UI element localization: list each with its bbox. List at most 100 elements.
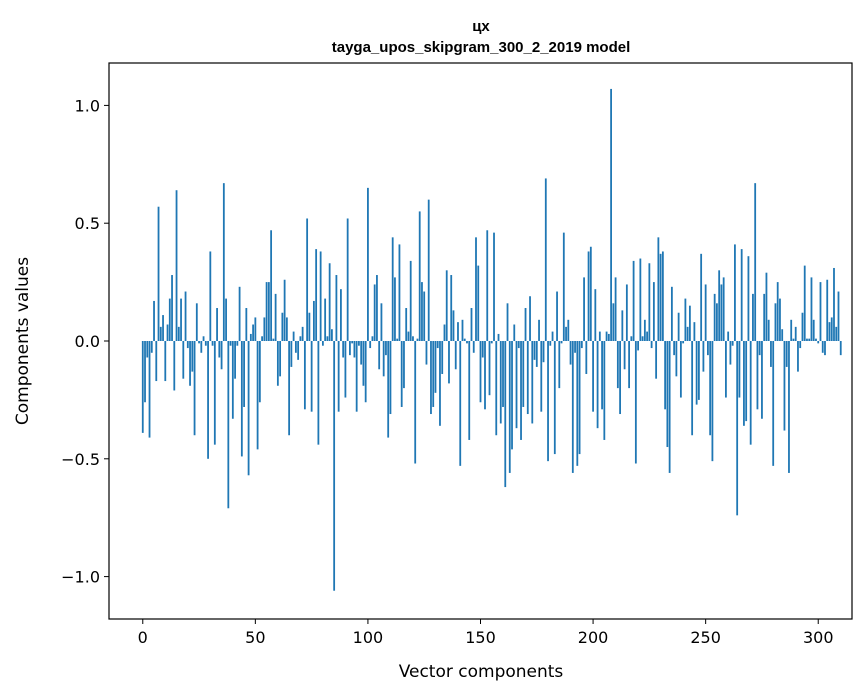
bar-77 [315, 249, 318, 341]
bar-232 [664, 341, 667, 410]
bar-201 [594, 289, 597, 341]
bar-82 [326, 336, 329, 341]
bar-21 [189, 341, 191, 386]
bar-122 [416, 338, 419, 341]
bar-35 [220, 341, 223, 370]
bar-226 [650, 341, 653, 349]
bar-209 [612, 303, 615, 341]
bar-64 [285, 317, 288, 341]
bar-243 [688, 305, 691, 341]
bar-256 [718, 270, 721, 341]
bar-19 [184, 291, 187, 341]
bar-300 [817, 341, 820, 344]
bar-211 [616, 341, 619, 389]
bar-128 [430, 341, 432, 415]
bar-152 [484, 341, 486, 410]
bar-47 [247, 341, 250, 476]
bar-206 [605, 331, 608, 341]
bar-195 [580, 341, 583, 349]
bar-210 [614, 277, 617, 341]
bar-268 [745, 341, 748, 422]
bar-301 [819, 282, 822, 341]
bar-133 [441, 341, 444, 374]
bar-281 [774, 303, 777, 341]
bar-308 [835, 326, 838, 341]
bar-123 [418, 211, 421, 341]
bar-186 [560, 341, 563, 344]
bar-146 [470, 308, 473, 341]
bar-269 [747, 256, 750, 341]
bar-63 [283, 279, 286, 341]
bar-43 [238, 286, 241, 341]
bar-199 [589, 246, 592, 341]
bar-135 [445, 270, 448, 341]
bar-12 [168, 298, 171, 341]
bar-137 [450, 275, 453, 341]
bar-214 [623, 341, 626, 370]
x-tick-label-3: 150 [465, 628, 496, 647]
bar-44 [240, 341, 243, 457]
bar-264 [736, 341, 739, 516]
bar-189 [567, 319, 570, 341]
bar-224 [646, 331, 649, 341]
bar-213 [621, 310, 624, 341]
bar-3 [148, 341, 151, 438]
bar-38 [227, 341, 230, 509]
bar-0 [141, 341, 144, 433]
bar-120 [412, 336, 414, 341]
bar-155 [490, 341, 493, 344]
bars-group [141, 88, 842, 591]
bar-140 [457, 322, 459, 341]
bar-274 [758, 341, 761, 356]
bar-50 [254, 317, 257, 341]
bar-163 [508, 341, 511, 473]
bar-204 [601, 341, 603, 410]
bar-114 [398, 244, 401, 341]
bar-32 [213, 341, 216, 445]
bar-216 [628, 341, 630, 389]
bar-261 [729, 341, 732, 365]
bar-113 [396, 338, 399, 341]
bar-230 [659, 253, 662, 341]
bar-102 [371, 336, 374, 341]
bar-305 [828, 322, 831, 341]
bar-223 [643, 319, 646, 341]
bar-54 [263, 317, 266, 341]
bar-100 [367, 187, 369, 341]
y-tick-label-4: 1.0 [75, 96, 100, 115]
bar-227 [652, 282, 655, 341]
bar-196 [583, 277, 585, 341]
bar-231 [661, 251, 664, 341]
bar-117 [405, 308, 408, 341]
bar-72 [303, 341, 306, 410]
bar-270 [749, 341, 752, 445]
bar-150 [479, 341, 482, 403]
bar-119 [409, 260, 412, 341]
bar-292 [799, 341, 802, 349]
bar-153 [486, 230, 489, 341]
bar-280 [772, 341, 775, 466]
bar-181 [549, 341, 552, 346]
bar-79 [319, 251, 322, 341]
bar-96 [358, 341, 360, 346]
bar-255 [716, 303, 718, 341]
bar-228 [655, 341, 658, 379]
bar-75 [310, 341, 313, 412]
bar-48 [249, 333, 252, 341]
bar-246 [695, 341, 698, 405]
bar-290 [794, 326, 797, 341]
x-axis-label: Vector components [399, 662, 564, 682]
bar-222 [641, 336, 644, 341]
bar-191 [571, 341, 574, 473]
bar-277 [765, 272, 768, 341]
bar-307 [833, 267, 835, 341]
bar-247 [698, 341, 700, 400]
bar-184 [556, 291, 558, 341]
bar-193 [576, 341, 579, 466]
bar-33 [216, 308, 218, 341]
bar-156 [493, 232, 495, 341]
bar-27 [202, 336, 205, 341]
bar-106 [380, 303, 383, 341]
bar-218 [632, 260, 635, 341]
